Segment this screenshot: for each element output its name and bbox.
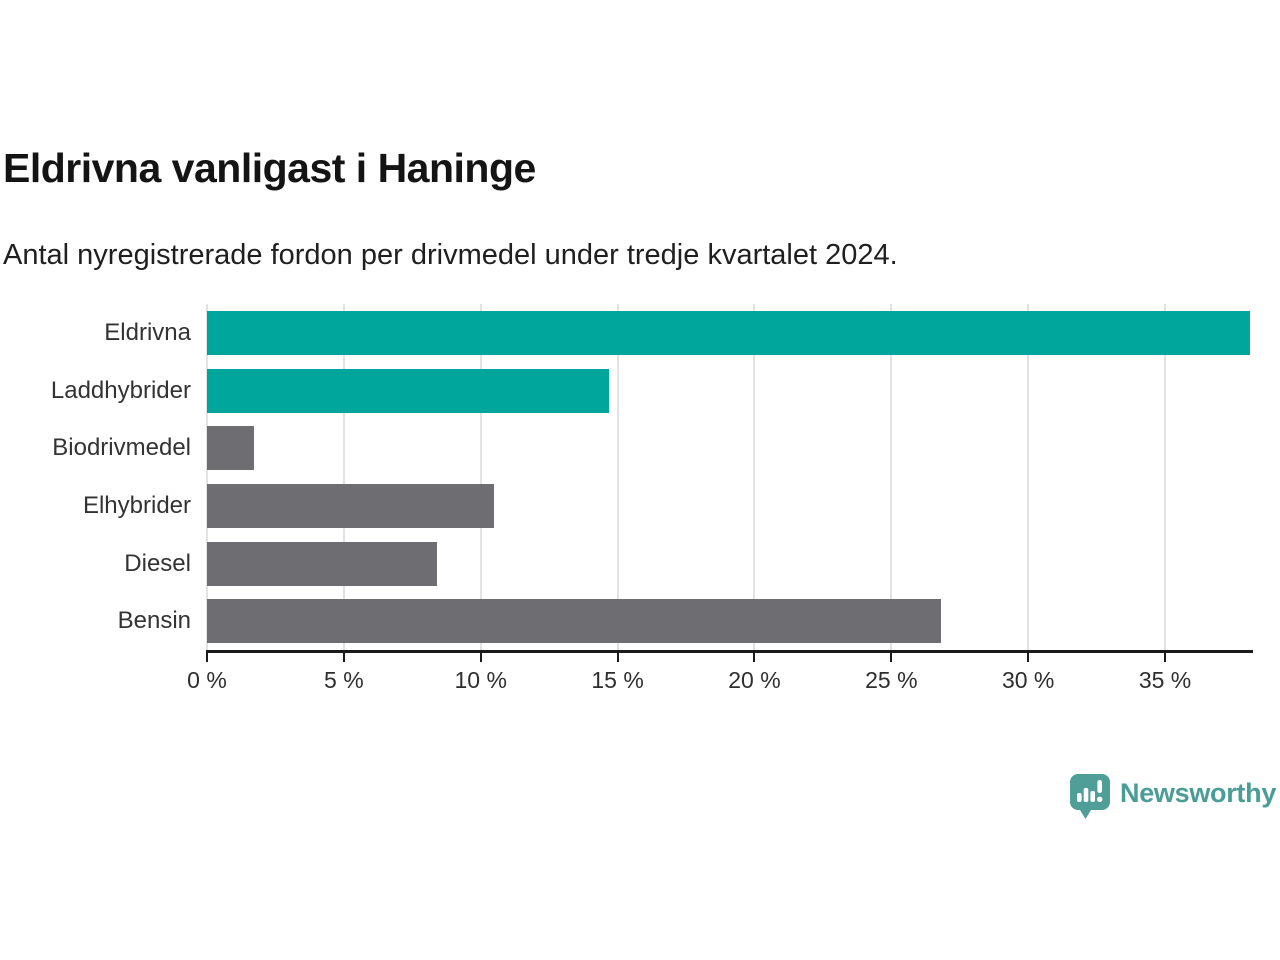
tick-label: 30 %	[1001, 667, 1055, 693]
category-label: Diesel	[124, 549, 191, 577]
tick-label: 25 %	[865, 667, 918, 693]
newsworthy-logo-text: Newsworthy	[1120, 778, 1277, 808]
tick-mark	[890, 650, 893, 662]
gridline	[753, 304, 756, 650]
tick-mark	[616, 650, 619, 662]
gridline	[616, 304, 619, 650]
bar	[207, 310, 1250, 355]
bar	[207, 483, 495, 528]
gridline	[890, 304, 893, 650]
tick-label: 20 %	[728, 667, 781, 693]
tick-mark	[1027, 650, 1030, 662]
category-label: Eldrivna	[104, 319, 191, 346]
gridline	[1164, 304, 1167, 650]
category-label: Bensin	[117, 607, 191, 635]
tick-mark	[342, 650, 345, 662]
gridline	[206, 304, 208, 650]
tick-label: 5 %	[324, 667, 364, 693]
tick-mark	[479, 650, 482, 662]
gridline	[479, 304, 482, 650]
tick-label: 15 %	[591, 667, 644, 693]
bar	[207, 368, 610, 413]
category-label: Elhybrider	[82, 492, 191, 519]
chart-title: Eldrivna vanligast i Haninge	[3, 145, 536, 191]
gridline	[342, 304, 345, 650]
plot-area	[206, 304, 1251, 650]
tick-mark	[1164, 650, 1167, 662]
tick-label: 10 %	[454, 667, 507, 693]
bar	[207, 426, 254, 471]
category-label: Biodrivmedel	[52, 434, 191, 462]
category-label: Laddhybrider	[50, 376, 191, 404]
tick-mark	[753, 650, 756, 662]
gridline	[1027, 304, 1030, 650]
bar	[207, 599, 941, 644]
tick-mark	[206, 650, 208, 662]
tick-label: 0 %	[187, 667, 227, 693]
x-axis-line	[207, 650, 1253, 653]
chart-subtitle: Antal nyregistrerade fordon per drivmede…	[3, 239, 898, 271]
bar	[207, 541, 437, 586]
newsworthy-logo-icon	[1070, 774, 1110, 819]
newsworthy-logo: Newsworthy	[1070, 774, 1276, 820]
tick-label: 35 %	[1138, 667, 1192, 693]
